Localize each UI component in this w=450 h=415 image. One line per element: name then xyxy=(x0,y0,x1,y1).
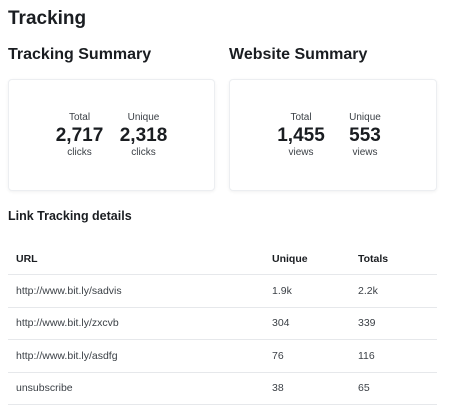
page-title: Tracking xyxy=(8,8,87,29)
stat-label: Unique xyxy=(127,111,160,123)
link-url[interactable]: http://www.bit.ly/asdfg xyxy=(16,349,118,362)
link-total-count: 339 xyxy=(358,317,376,330)
table-row[interactable]: http://www.bit.ly/asdfg 76 116 xyxy=(8,340,437,373)
website-summary-card: Total 1,455 views Unique 553 views xyxy=(229,79,437,191)
link-unique-count: 38 xyxy=(272,382,284,395)
unique-views-value: 553 xyxy=(349,124,381,146)
table-header-row: URL Unique Totals xyxy=(8,244,437,275)
stat-unit: clicks xyxy=(67,146,92,158)
link-total-count: 116 xyxy=(358,349,375,362)
link-tracking-details-title: Link Tracking details xyxy=(8,209,132,223)
link-total-count: 2.2k xyxy=(358,284,378,297)
stat-unit: views xyxy=(352,146,378,158)
unique-views-stat: Unique 553 views xyxy=(337,112,393,159)
total-views-value: 1,455 xyxy=(277,124,325,146)
table-row[interactable]: unsubscribe 38 65 xyxy=(8,373,437,405)
total-clicks-stat: Total 2,717 clicks xyxy=(52,112,108,159)
totals-column-header: Totals xyxy=(358,253,389,265)
link-unique-count: 1.9k xyxy=(272,284,292,297)
unique-clicks-stat: Unique 2,318 clicks xyxy=(116,112,172,159)
table-row[interactable]: http://www.bit.ly/zxcvb 304 339 xyxy=(8,308,437,340)
tracking-summary-card: Total 2,717 clicks Unique 2,318 clicks xyxy=(8,79,215,191)
tracking-summary-title: Tracking Summary xyxy=(8,46,152,63)
stat-label: Total xyxy=(290,111,312,123)
url-column-header: URL xyxy=(16,253,38,265)
unique-clicks-value: 2,318 xyxy=(119,124,168,146)
link-url[interactable]: http://www.bit.ly/sadvis xyxy=(16,284,122,297)
stat-unit: views xyxy=(288,146,314,158)
link-total-count: 65 xyxy=(358,382,370,395)
stat-label: Total xyxy=(68,111,91,123)
link-unique-count: 76 xyxy=(272,349,284,362)
total-views-stat: Total 1,455 views xyxy=(273,112,329,159)
link-unique-count: 304 xyxy=(272,317,290,330)
website-summary-title: Website Summary xyxy=(229,46,368,63)
stat-label: Unique xyxy=(349,111,381,123)
link-url[interactable]: unsubscribe xyxy=(16,382,73,395)
link-url[interactable]: http://www.bit.ly/zxcvb xyxy=(16,317,119,330)
table-row[interactable]: http://www.bit.ly/sadvis 1.9k 2.2k xyxy=(8,275,437,308)
unique-column-header: Unique xyxy=(272,253,308,265)
stat-unit: clicks xyxy=(131,146,156,158)
link-tracking-table: URL Unique Totals http://www.bit.ly/sadv… xyxy=(8,244,437,405)
total-clicks-value: 2,717 xyxy=(55,124,104,146)
